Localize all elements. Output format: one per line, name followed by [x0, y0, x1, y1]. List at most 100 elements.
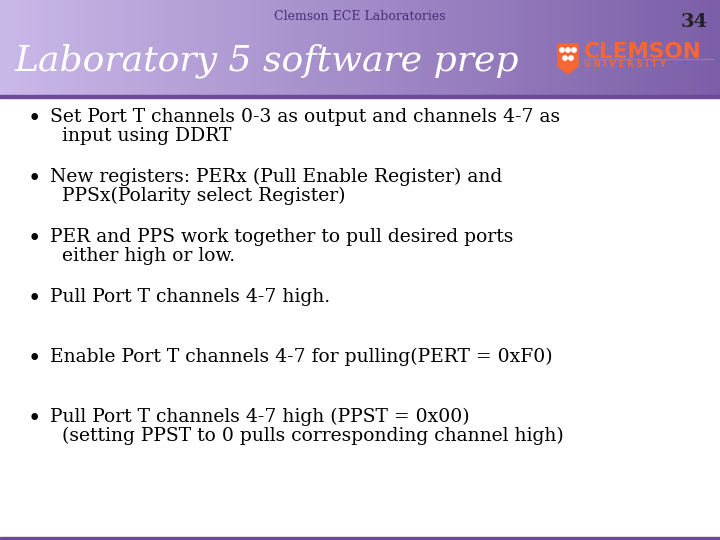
Bar — [238, 0, 240, 95]
Bar — [369, 0, 372, 95]
Bar — [607, 0, 610, 95]
Bar — [487, 0, 490, 95]
Bar — [427, 0, 430, 95]
Bar — [86, 0, 89, 95]
Bar — [398, 0, 401, 95]
Bar — [254, 0, 257, 95]
Bar — [43, 0, 45, 95]
Bar — [216, 0, 218, 95]
Text: PPSx(Polarity select Register): PPSx(Polarity select Register) — [62, 187, 346, 205]
Bar — [48, 0, 50, 95]
Bar — [711, 0, 713, 95]
Bar — [470, 0, 473, 95]
Bar — [610, 0, 612, 95]
Bar — [72, 0, 74, 95]
Bar — [391, 0, 394, 95]
Bar — [250, 0, 252, 95]
Bar — [612, 0, 614, 95]
Bar — [614, 0, 617, 95]
Bar — [91, 0, 94, 95]
Bar — [499, 0, 502, 95]
Bar — [437, 0, 439, 95]
Bar — [31, 0, 34, 95]
Circle shape — [563, 56, 567, 60]
Bar — [713, 0, 715, 95]
Bar — [585, 0, 588, 95]
Text: either high or low.: either high or low. — [62, 247, 235, 265]
Bar — [684, 0, 686, 95]
Text: •: • — [28, 168, 41, 190]
Bar — [142, 0, 144, 95]
Bar — [629, 0, 631, 95]
Text: Clemson ECE Laboratories: Clemson ECE Laboratories — [274, 10, 446, 23]
Bar — [504, 0, 506, 95]
Circle shape — [572, 48, 576, 52]
Bar — [5, 0, 7, 95]
Bar — [463, 0, 466, 95]
Bar — [581, 0, 583, 95]
Bar — [233, 0, 235, 95]
Bar — [19, 0, 22, 95]
Bar — [161, 0, 163, 95]
Bar — [365, 0, 367, 95]
Bar — [662, 0, 665, 95]
Bar — [715, 0, 718, 95]
Bar — [180, 0, 182, 95]
Bar — [77, 0, 79, 95]
Bar — [557, 0, 559, 95]
Bar — [38, 0, 41, 95]
Bar — [60, 0, 63, 95]
Bar — [171, 0, 173, 95]
Bar — [58, 0, 60, 95]
Polygon shape — [558, 44, 578, 74]
Bar — [506, 0, 509, 95]
Bar — [197, 0, 199, 95]
Text: •: • — [28, 108, 41, 130]
Bar — [686, 0, 689, 95]
Text: Enable Port T channels 4-7 for pulling(PERT = 0xF0): Enable Port T channels 4-7 for pulling(P… — [50, 348, 553, 366]
Bar — [257, 0, 259, 95]
Bar — [310, 0, 312, 95]
Bar — [650, 0, 653, 95]
Bar — [156, 0, 158, 95]
Bar — [538, 0, 540, 95]
Bar — [672, 0, 675, 95]
Bar — [22, 0, 24, 95]
Bar — [423, 0, 425, 95]
Bar — [454, 0, 456, 95]
Bar — [89, 0, 91, 95]
Bar — [245, 0, 247, 95]
Bar — [108, 0, 110, 95]
Bar — [401, 0, 403, 95]
Text: •: • — [28, 408, 41, 430]
Bar — [482, 0, 485, 95]
Bar — [362, 0, 365, 95]
Text: •: • — [28, 288, 41, 310]
Bar — [511, 0, 513, 95]
Bar — [84, 0, 86, 95]
Bar — [135, 0, 137, 95]
Bar — [132, 0, 135, 95]
Bar — [324, 0, 326, 95]
Bar — [14, 0, 17, 95]
Bar — [425, 0, 427, 95]
Bar — [624, 0, 626, 95]
Bar — [523, 0, 526, 95]
Bar — [281, 0, 283, 95]
Bar — [228, 0, 230, 95]
Bar — [50, 0, 53, 95]
Text: •: • — [28, 228, 41, 250]
Bar — [394, 0, 396, 95]
Bar — [703, 0, 706, 95]
Bar — [331, 0, 333, 95]
Bar — [531, 0, 533, 95]
Bar — [0, 0, 2, 95]
Bar — [223, 0, 225, 95]
Bar — [576, 0, 578, 95]
Bar — [202, 0, 204, 95]
Bar — [24, 0, 27, 95]
Bar — [218, 0, 221, 95]
Bar — [173, 0, 175, 95]
Bar — [679, 0, 682, 95]
Bar — [358, 0, 360, 95]
